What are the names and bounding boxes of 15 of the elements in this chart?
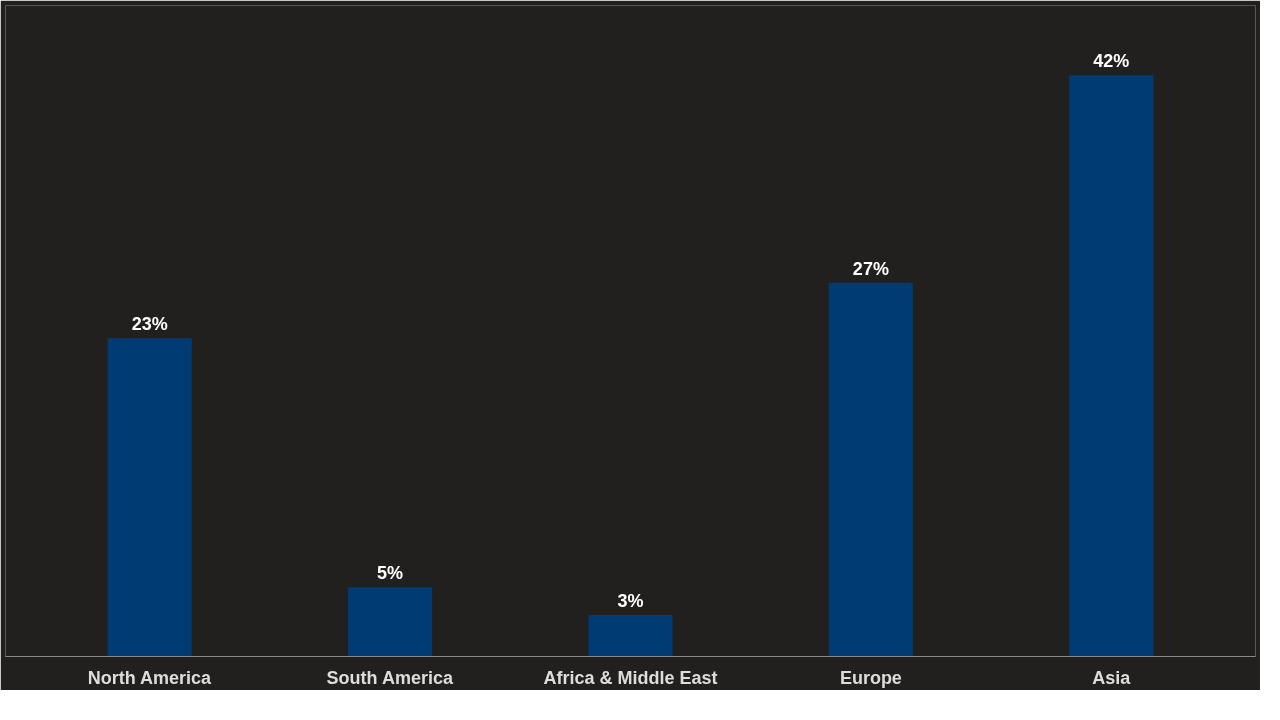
x-tick-label: Africa & Middle East [543,667,718,688]
data-label: 27% [852,258,889,279]
x-tick-label: North America [87,667,213,688]
data-label: 42% [1093,51,1130,72]
bar [828,282,913,657]
bar [588,614,673,657]
x-tick-label: Asia [1092,667,1132,688]
data-label: 3% [617,590,644,611]
x-tick-label: Europe [839,667,902,688]
bar [348,587,433,657]
data-label: 23% [131,314,168,335]
bar [1069,75,1154,657]
bar [107,338,192,657]
data-label: 5% [377,563,404,584]
x-tick-label: South America [326,667,454,688]
